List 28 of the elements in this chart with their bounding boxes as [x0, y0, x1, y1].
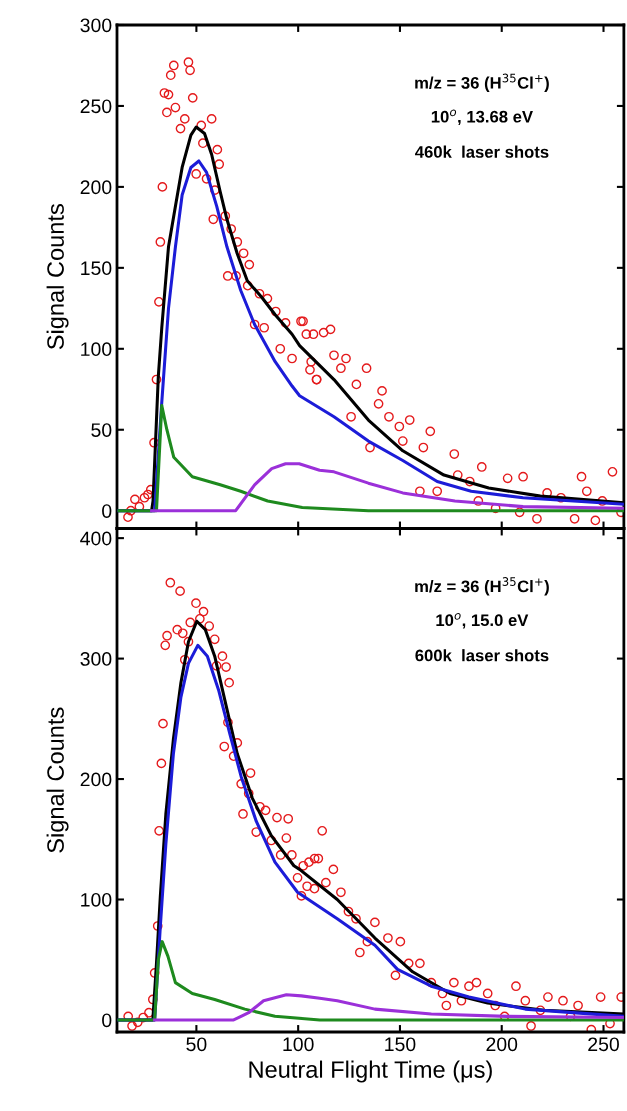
x-axis-title: Neutral Flight Time (μs) — [249, 1060, 492, 1083]
x-tick-label: 150 — [385, 1037, 416, 1052]
x-tick-label: 50 — [186, 1037, 207, 1052]
annotation: 460k laser shots — [415, 145, 549, 158]
y-tick-label: 150 — [81, 261, 112, 276]
y-tick-label: 100 — [81, 342, 112, 357]
x-tick-label: 100 — [283, 1037, 314, 1052]
y-axis-title: Signal Counts — [46, 204, 69, 350]
y-tick-label: 100 — [81, 892, 112, 907]
y-tick-label: 300 — [80, 652, 112, 666]
annotation: 600k laser shots — [415, 649, 549, 662]
annotation: 10$^{o}$, 15.0 eV — [436, 613, 529, 629]
x-tick-label: 200 — [486, 1037, 518, 1052]
line-series — [117, 940, 624, 1022]
y-tick-label: 400 — [80, 531, 112, 546]
y-tick-label: 300 — [80, 18, 112, 33]
y-tick-label: 0 — [102, 1013, 112, 1028]
y-tick-label: 200 — [80, 772, 112, 787]
annotation: m/z = 36 (H$^{35}$Cl$^{+}$) — [415, 577, 549, 596]
y-axis-title: Signal Counts — [46, 707, 69, 853]
y-tick-label: 0 — [102, 504, 112, 518]
line-series — [153, 993, 624, 1022]
x-tick-label: 250 — [588, 1037, 619, 1052]
annotation: 10$^{o}$, 13.68 eV — [431, 109, 533, 126]
annotation: m/z = 36 (H$^{35}$Cl$^{+}$) — [415, 73, 549, 93]
y-tick-label: 250 — [80, 99, 112, 114]
y-tick-label: 200 — [80, 180, 112, 195]
y-tick-label: 50 — [91, 423, 112, 437]
